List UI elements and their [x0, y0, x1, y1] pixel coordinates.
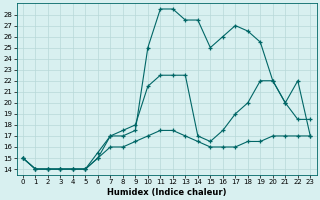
X-axis label: Humidex (Indice chaleur): Humidex (Indice chaleur) [107, 188, 226, 197]
